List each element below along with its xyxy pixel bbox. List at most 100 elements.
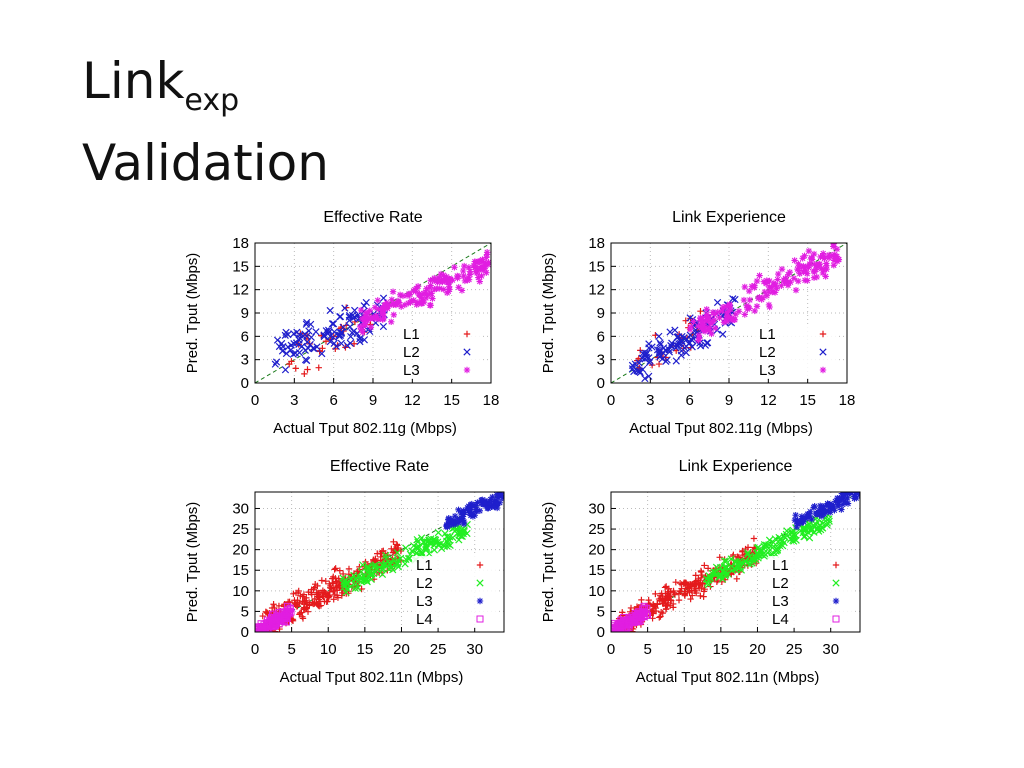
data-point-l2 (682, 349, 690, 357)
y-tick-label: 6 (241, 328, 249, 345)
data-point-l2 (665, 348, 674, 356)
data-point-l2 (666, 328, 674, 336)
data-point-l2 (697, 342, 705, 350)
data-point-l1 (350, 340, 358, 347)
data-point-l1 (701, 562, 708, 569)
data-point-l3 (457, 509, 465, 517)
data-point-l3 (815, 261, 823, 268)
data-point-l2 (320, 331, 328, 339)
data-point-l3 (475, 258, 483, 265)
data-point-l2 (292, 339, 301, 347)
data-point-l4 (282, 612, 290, 620)
data-point-l3 (465, 264, 473, 271)
x-tick-label: 9 (369, 392, 377, 409)
data-point-l2 (780, 532, 788, 540)
data-point-l2 (303, 318, 311, 327)
data-point-l1 (699, 580, 706, 587)
data-point-l3 (398, 303, 405, 310)
data-point-l3 (751, 307, 758, 315)
data-point-l2 (293, 328, 301, 336)
data-point-l2 (389, 566, 397, 574)
data-point-l3 (822, 273, 829, 280)
data-point-l2 (351, 306, 359, 314)
data-point-l3 (699, 326, 706, 334)
data-point-l1 (665, 585, 673, 592)
data-point-l3 (798, 513, 806, 520)
data-point-l3 (714, 308, 721, 316)
slide-title: Linkexp Validation (82, 50, 329, 194)
data-point-l1 (270, 601, 277, 608)
data-point-l2 (713, 298, 722, 307)
data-point-l3 (395, 298, 402, 305)
x-tick-label: 12 (404, 392, 421, 409)
data-point-l3 (473, 269, 481, 277)
data-point-l3 (433, 285, 440, 293)
x-tick-label: 20 (749, 641, 766, 658)
data-point-l3 (427, 282, 434, 289)
data-point-l3 (830, 243, 837, 250)
data-point-l1 (656, 614, 663, 621)
data-point-l3 (461, 277, 469, 285)
x-tick-label: 25 (430, 641, 447, 658)
data-point-l1 (659, 609, 666, 617)
data-point-l3 (388, 318, 395, 326)
title-line2: Validation (82, 134, 329, 192)
data-point-l3 (695, 337, 702, 344)
data-point-l3 (827, 509, 834, 516)
x-tick-label: 25 (786, 641, 803, 658)
data-point-l1 (697, 307, 704, 315)
y-tick-label: 5 (241, 603, 249, 620)
data-point-l3 (443, 522, 450, 530)
data-point-l3 (471, 502, 478, 509)
x-tick-label: 3 (290, 392, 298, 409)
data-point-l3 (476, 264, 484, 272)
data-point-l3 (443, 273, 450, 281)
legend-background (412, 610, 496, 628)
data-point-l3 (792, 512, 799, 519)
x-tick-label: 15 (799, 392, 816, 409)
data-point-l3 (766, 277, 773, 285)
data-point-l3 (431, 274, 438, 282)
data-point-l1 (325, 594, 332, 601)
data-point-l3 (445, 288, 452, 295)
data-point-l3 (735, 308, 743, 315)
data-point-l3 (811, 503, 818, 510)
y-tick-label: 0 (241, 624, 249, 641)
data-point-l3 (773, 285, 780, 292)
data-point-l3 (445, 279, 452, 286)
data-point-l3 (716, 314, 723, 321)
data-point-l3 (493, 492, 500, 498)
data-point-l3 (458, 287, 466, 294)
data-point-l2 (747, 554, 756, 563)
x-tick-label: 0 (607, 392, 615, 409)
data-point-l3 (838, 494, 845, 502)
data-point-l2 (345, 316, 353, 324)
data-point-l3 (834, 499, 842, 506)
data-point-l2 (357, 568, 365, 576)
data-point-l3 (751, 282, 758, 289)
data-point-l3 (410, 287, 417, 295)
data-point-l2 (312, 328, 320, 336)
legend-label-l1: L1 (772, 557, 789, 574)
y-tick-label: 3 (241, 352, 249, 369)
legend-marker-l3 (832, 597, 840, 605)
data-point-l3 (745, 287, 753, 295)
data-point-l3 (399, 292, 407, 300)
data-point-l3 (379, 316, 386, 323)
data-point-l3 (695, 332, 703, 339)
data-point-l2 (336, 313, 344, 321)
data-point-l3 (468, 509, 476, 517)
data-point-l3 (771, 289, 779, 296)
data-point-l3 (483, 254, 490, 261)
data-point-l3 (383, 299, 390, 306)
data-point-l3 (719, 307, 726, 315)
legend-label-l3: L3 (772, 593, 789, 610)
data-point-l3 (763, 292, 771, 299)
data-point-l2 (681, 344, 689, 352)
data-point-l2 (381, 561, 389, 569)
data-point-l4 (625, 616, 633, 624)
data-point-l3 (787, 279, 794, 286)
data-point-l1 (395, 544, 402, 552)
data-point-l3 (449, 276, 456, 284)
